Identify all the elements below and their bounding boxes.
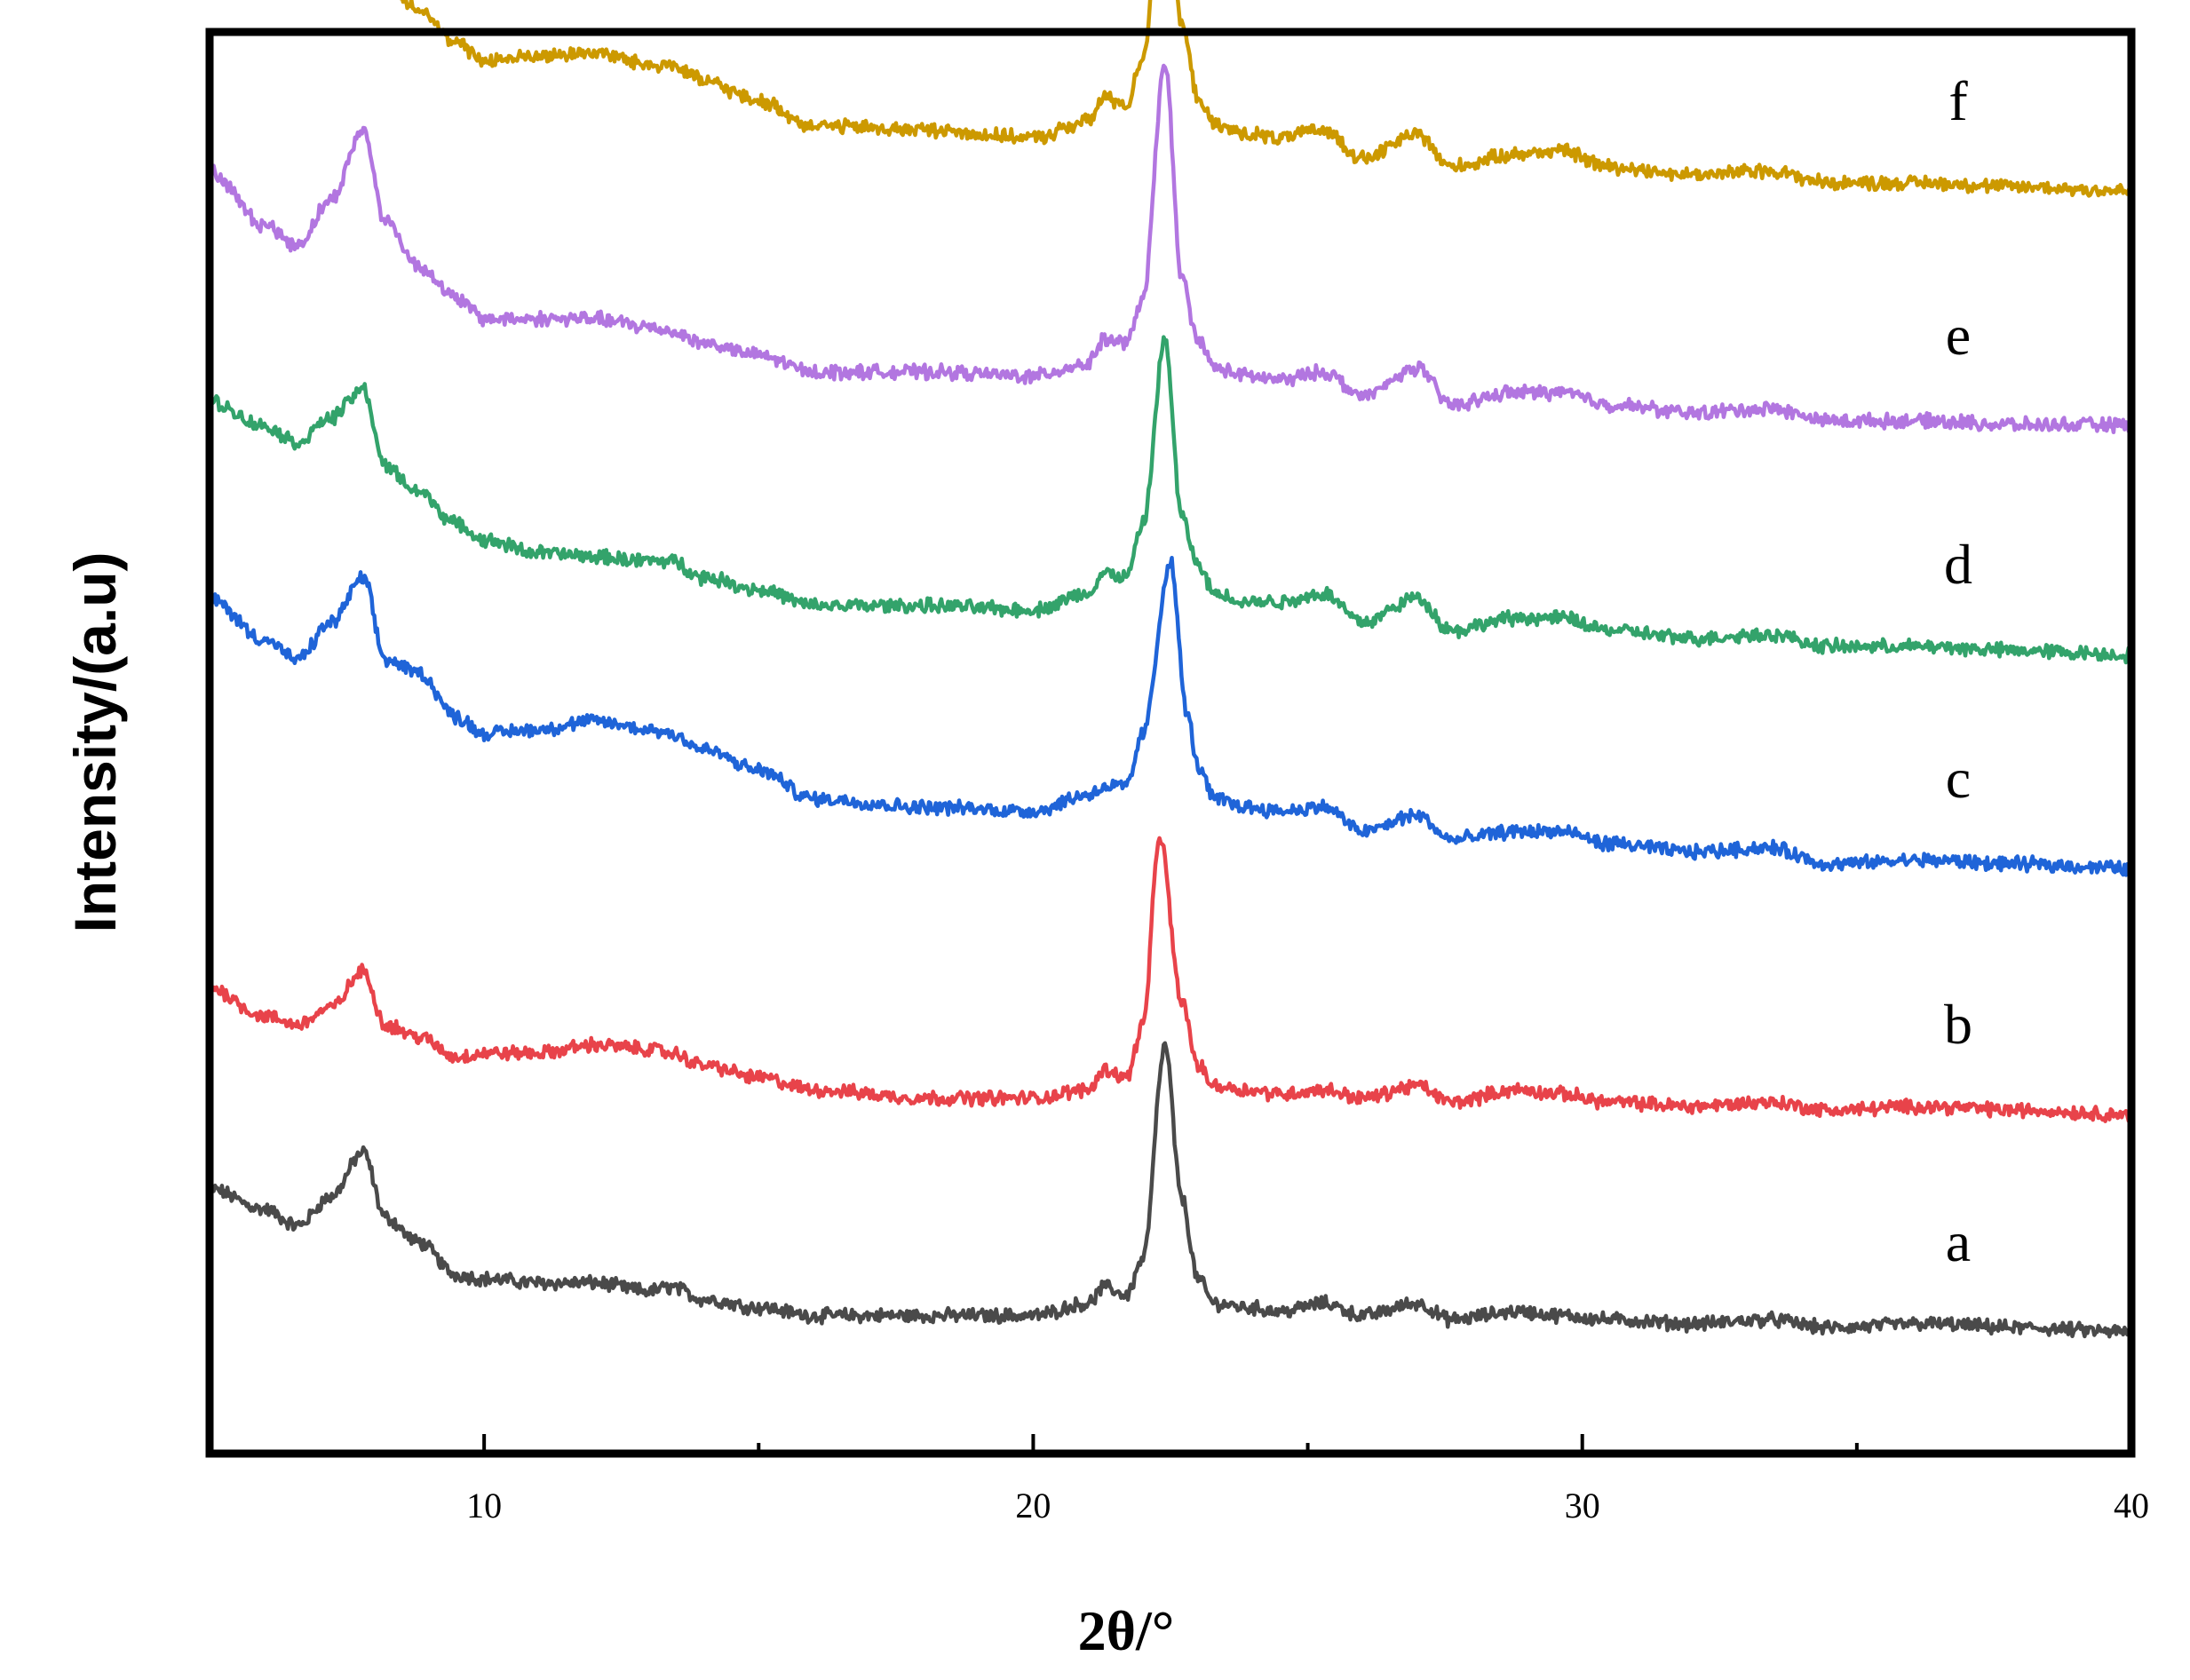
x-tick-label: 40	[2114, 1486, 2149, 1525]
x-axis: 10 20 30 40	[466, 1434, 2149, 1525]
series-label-f: f	[1948, 69, 1968, 132]
x-tick-label: 30	[1565, 1486, 1600, 1525]
series-label-e: e	[1946, 304, 1971, 367]
x-tick-label: 10	[466, 1486, 502, 1525]
series-line-d	[208, 335, 2134, 665]
plot-frame	[205, 28, 2136, 1458]
series-line-b	[207, 836, 2134, 1123]
y-axis-title: Intensity/(a.u)	[62, 551, 128, 932]
x-tick-label: 20	[1015, 1486, 1051, 1525]
series-line-c	[207, 555, 2134, 877]
series-label-b: b	[1944, 993, 1972, 1056]
series-label-d: d	[1944, 533, 1972, 596]
series-label-a: a	[1946, 1210, 1971, 1273]
series-label-c: c	[1946, 747, 1971, 810]
series-line-e	[207, 63, 2132, 435]
series-layer	[207, 0, 2134, 1339]
x-axis-title: 2θ/°	[1078, 1599, 1175, 1662]
series-labels: a b c d e f	[1944, 69, 1972, 1273]
series-line-a	[207, 1041, 2134, 1339]
series-line-f	[399, 0, 2134, 198]
